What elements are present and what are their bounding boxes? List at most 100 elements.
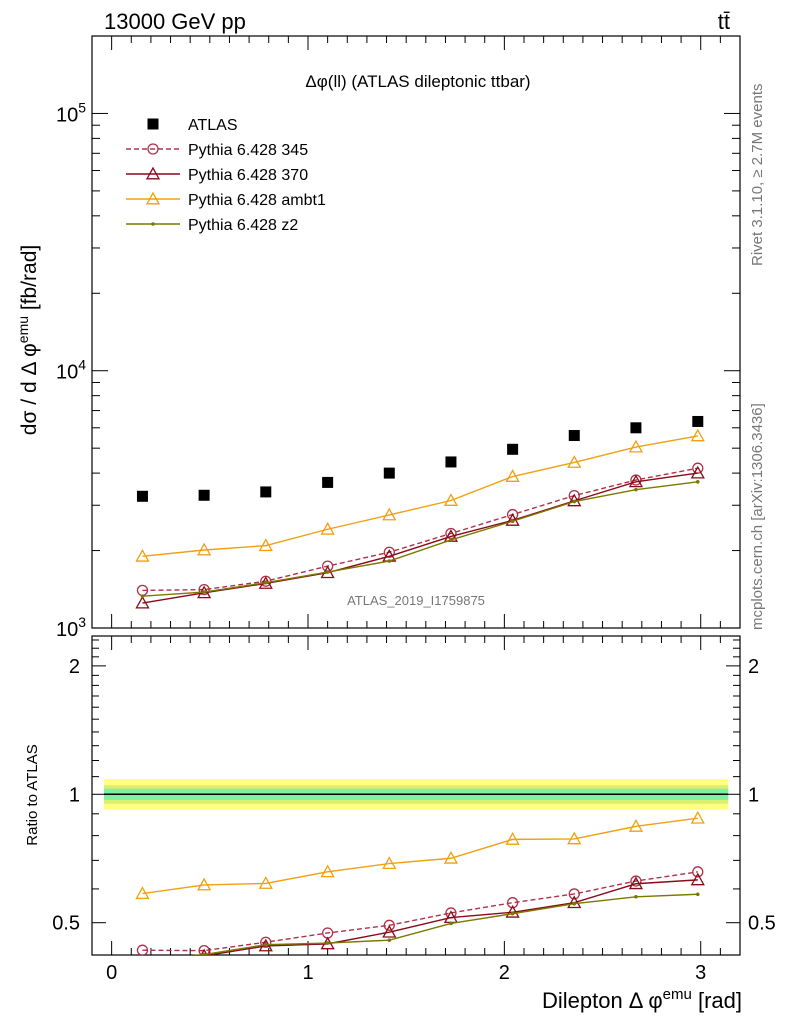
main-point-atlas: [630, 422, 642, 434]
main-point-pythia-6-428-z2: [572, 499, 577, 504]
ratio-point-pythia-6-428-z2: [449, 921, 453, 926]
ratio-line-pythia-6-428-z2: [190, 893, 698, 955]
ratio-point-pythia-6-428-z2: [202, 952, 206, 955]
ratio-ylabel: Ratio to ATLAS: [24, 744, 41, 845]
ratio-point-pythia-6-428-ambt1: [320, 864, 335, 878]
analysis-watermark: ATLAS_2019_I1759875: [347, 593, 485, 608]
ratio-point-pythia-6-428-345: [198, 944, 210, 955]
energy-label: 13000 GeV pp: [104, 9, 246, 34]
main-point-pythia-6-428-z2: [695, 480, 700, 484]
main-point-atlas: [507, 443, 519, 455]
ratio-line-pythia-6-428-345: [142, 871, 698, 952]
ratio-point-pythia-6-428-370: [628, 876, 644, 890]
main-line-pythia-6-428-z2: [142, 481, 698, 597]
ratio-series: [135, 810, 705, 955]
ratio-y-tick-label: 2: [69, 656, 80, 678]
ratio-point-pythia-6-428-z2: [572, 901, 577, 906]
main-point-pythia-6-428-z2: [263, 580, 268, 585]
chart-title: Δφ(ll) (ATLAS dileptonic ttbar): [305, 72, 530, 91]
main-point-pythia-6-428-z2: [325, 570, 330, 574]
main-point-pythia-6-428-ambt1: [135, 548, 150, 562]
x-axis-label: Dilepton Δ φemu [rad]: [542, 986, 742, 1013]
ratio-point-pythia-6-428-ambt1: [690, 810, 705, 824]
ratio-point-pythia-6-428-345: [692, 866, 704, 878]
ratio-point-pythia-6-428-ambt1: [197, 877, 212, 891]
ratio-point-pythia-6-428-370: [505, 904, 520, 918]
legend-marker-pythia-6-428-370: [145, 166, 161, 180]
ratio-point-pythia-6-428-ambt1: [258, 876, 273, 889]
main-point-atlas: [260, 486, 272, 498]
ratio-point-pythia-6-428-370: [382, 924, 397, 938]
main-point-atlas: [568, 430, 580, 442]
y-tick-label: 103: [56, 614, 86, 641]
main-point-pythia-6-428-370: [567, 493, 582, 507]
ratio-point-pythia-6-428-z2: [387, 938, 392, 942]
ratio-line-pythia-6-428-ambt1: [142, 817, 698, 895]
main-point-pythia-6-428-ambt1: [690, 428, 705, 442]
x-tick-label: 0: [106, 962, 117, 984]
ratio-frame: [91, 635, 741, 956]
ratio-point-pythia-6-428-345: [630, 875, 642, 887]
main-point-pythia-6-428-370: [628, 474, 644, 488]
ratio-y-tick-label: 1: [69, 784, 80, 806]
ratio-y-tick-label-right: 1: [748, 784, 759, 806]
x-tick-label: 3: [695, 962, 706, 984]
ratio-point-pythia-6-428-ambt1: [135, 886, 150, 900]
main-point-pythia-6-428-ambt1: [382, 507, 397, 521]
ratio-point-pythia-6-428-345: [136, 944, 149, 955]
ratio-point-pythia-6-428-ambt1: [567, 831, 582, 845]
legend: ATLAS Pythia 6.428 345 Pythia 6.428 370 Pyt…: [126, 117, 326, 234]
ratio-point-pythia-6-428-ambt1: [628, 819, 644, 832]
rivet-label: Rivet 3.1.10, ≥ 2.7M events: [749, 84, 766, 267]
ratio-point-pythia-6-428-z2: [510, 911, 515, 916]
legend-label-atlas: ATLAS: [188, 117, 238, 134]
legend-marker-pythia-6-428-ambt1: [145, 191, 161, 205]
main-point-pythia-6-428-ambt1: [197, 542, 212, 556]
main-frame: [91, 35, 741, 629]
ratio-point-pythia-6-428-370: [690, 872, 705, 886]
main-point-pythia-6-428-z2: [634, 487, 638, 492]
main-point-atlas: [383, 467, 395, 479]
main-point-atlas: [445, 456, 457, 468]
main-point-pythia-6-428-z2: [202, 590, 206, 594]
ratio-point-pythia-6-428-z2: [695, 892, 700, 897]
main-point-pythia-6-428-z2: [449, 538, 453, 542]
main-point-pythia-6-428-370: [135, 595, 150, 609]
main-point-atlas: [322, 476, 334, 488]
ratio-y-tick-label-right: 0.5: [748, 913, 776, 935]
main-point-pythia-6-428-370: [690, 465, 705, 479]
ratio-y-tick-label: 0.5: [52, 913, 80, 935]
main-point-pythia-6-428-z2: [510, 519, 515, 524]
main-point-atlas: [692, 415, 704, 427]
ratio-point-pythia-6-428-370: [567, 895, 582, 909]
main-line-pythia-6-428-370: [142, 472, 698, 604]
legend-marker-pythia-6-428-345: [147, 143, 159, 155]
ratio-point-pythia-6-428-ambt1: [382, 856, 397, 870]
main-point-pythia-6-428-ambt1: [258, 538, 273, 552]
ratio-point-pythia-6-428-z2: [263, 942, 268, 947]
main-point-pythia-6-428-345: [198, 583, 210, 596]
ratio-point-pythia-6-428-ambt1: [443, 850, 459, 864]
main-panel: 103 104 105: [56, 35, 741, 641]
ratio-panel: 0 1 2 3 0.5 0.5 1 1 2 2: [52, 635, 776, 984]
main-point-pythia-6-428-345: [383, 546, 395, 558]
main-ylabel: dσ / d Δ φemu [fb/rad]: [15, 245, 41, 435]
main-point-pythia-6-428-ambt1: [628, 439, 644, 453]
main-line-pythia-6-428-345: [142, 467, 698, 592]
main-point-pythia-6-428-ambt1: [320, 521, 335, 535]
ratio-point-pythia-6-428-ambt1: [505, 832, 520, 845]
main-line-pythia-6-428-ambt1: [142, 435, 698, 557]
main-point-atlas: [198, 489, 210, 501]
ratio-line-pythia-6-428-370: [205, 879, 698, 955]
process-label: tt̄: [718, 9, 730, 34]
main-point-pythia-6-428-z2: [140, 594, 145, 598]
main-point-atlas: [136, 490, 148, 502]
ratio-y-tick-label-right: 2: [748, 656, 759, 678]
legend-marker-atlas: [147, 118, 159, 130]
main-point-pythia-6-428-ambt1: [443, 493, 459, 506]
legend-label-pythia-6-428-370: Pythia 6.428 370: [188, 167, 308, 184]
ratio-point-pythia-6-428-z2: [325, 941, 330, 945]
mcplots-label: mcplots.cern.ch [arXiv:1306.3436]: [749, 403, 766, 630]
ratio-point-pythia-6-428-345: [260, 936, 272, 948]
